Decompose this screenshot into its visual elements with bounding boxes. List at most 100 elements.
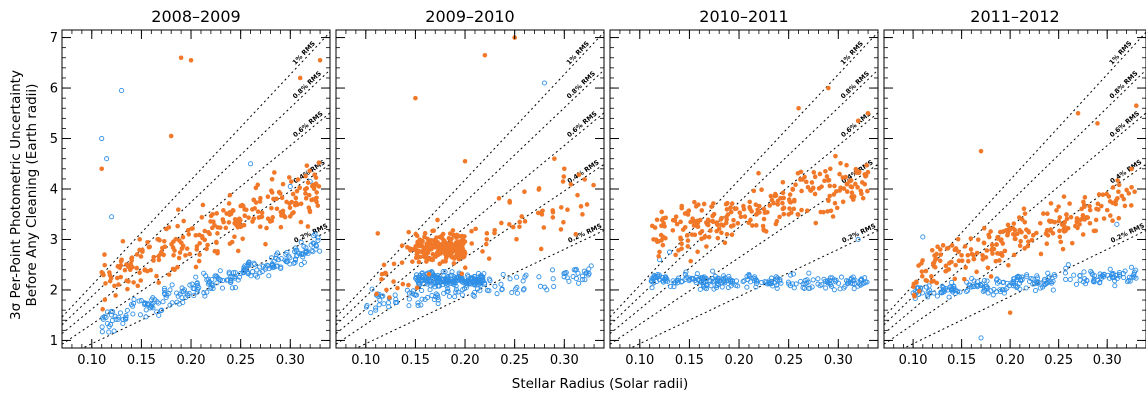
orange-point [705,222,711,228]
blue-point [246,263,252,269]
orange-point [840,175,846,180]
orange-point [284,199,289,205]
orange-point [374,291,379,297]
orange-point [415,255,420,260]
orange-point [1074,216,1080,221]
orange-point [1005,222,1011,228]
orange-point [288,179,294,184]
blue-point [1090,278,1096,285]
orange-point [183,253,188,258]
y-tick-label: 7 [50,31,58,46]
orange-point [787,206,792,211]
orange-point [538,246,544,252]
orange-point [1016,215,1022,220]
orange-point [1107,199,1113,204]
orange-point [865,169,871,175]
orange-point [780,180,786,185]
orange-point [775,202,781,207]
orange-point [197,232,202,238]
orange-point [451,256,457,261]
orange-point [426,247,432,253]
blue-point [317,248,323,254]
orange-point [170,266,176,272]
blue-point [480,278,486,284]
blue-point [1023,285,1029,291]
blue-point [847,280,854,286]
orange-point [849,190,855,196]
blue-point [229,285,235,291]
orange-point [539,212,545,217]
orange-point [492,230,497,236]
orange-point [450,228,456,233]
orange-point [695,224,701,230]
orange-point [305,180,311,185]
orange-point [134,265,140,271]
blue-point [683,269,689,275]
blue-point [445,285,451,292]
orange-point [710,219,716,225]
orange-point [187,251,193,257]
orange-point [483,241,489,247]
blue-point [753,284,759,290]
blue-point [471,279,477,285]
orange-point [264,225,269,231]
orange-point [178,55,184,61]
blue-point [1063,265,1069,271]
orange-point [865,110,871,116]
orange-point [1101,216,1107,221]
blue-point [984,283,990,289]
orange-point [303,191,308,196]
orange-point [684,210,690,215]
orange-point [930,261,936,266]
orange-point [126,279,131,284]
blue-point [726,273,732,279]
orange-point [118,274,124,280]
orange-point [578,204,584,209]
orange-point [459,238,465,243]
orange-point [855,185,860,190]
orange-point [197,252,202,257]
blue-point [159,307,165,313]
orange-point [140,249,145,254]
orange-point [280,181,286,187]
blue-point [768,275,775,281]
blue-point [1114,221,1120,227]
orange-point [269,205,274,211]
reference-line [336,69,604,326]
orange-point [678,219,683,225]
blue-point [406,296,412,302]
orange-point [844,181,850,187]
orange-point [226,220,232,225]
blue-point [708,283,714,289]
blue-point [230,270,237,276]
orange-point [773,191,778,197]
x-tick-label: 0.10 [351,353,380,368]
blue-point [863,279,869,285]
orange-point [706,234,712,240]
reference-line-label: 0.8% RMS [291,69,323,100]
orange-point [282,214,288,220]
orange-point [147,244,153,250]
blue-point [232,285,238,291]
orange-point [469,241,475,246]
orange-point [1041,211,1046,216]
orange-point [685,238,691,243]
x-tick-label: 0.30 [550,353,579,368]
orange-point [853,166,859,172]
orange-point [753,202,759,208]
blue-point [368,310,374,316]
blue-point [1019,277,1025,283]
orange-point [1043,231,1049,237]
orange-point [129,256,134,261]
orange-point [780,200,785,206]
orange-point [704,244,709,249]
blue-point [189,281,195,287]
orange-point [962,244,968,249]
orange-point [1057,215,1063,220]
orange-point [959,252,964,258]
blue-point [699,275,705,281]
blue-points [648,236,870,293]
blue-point [278,256,284,262]
